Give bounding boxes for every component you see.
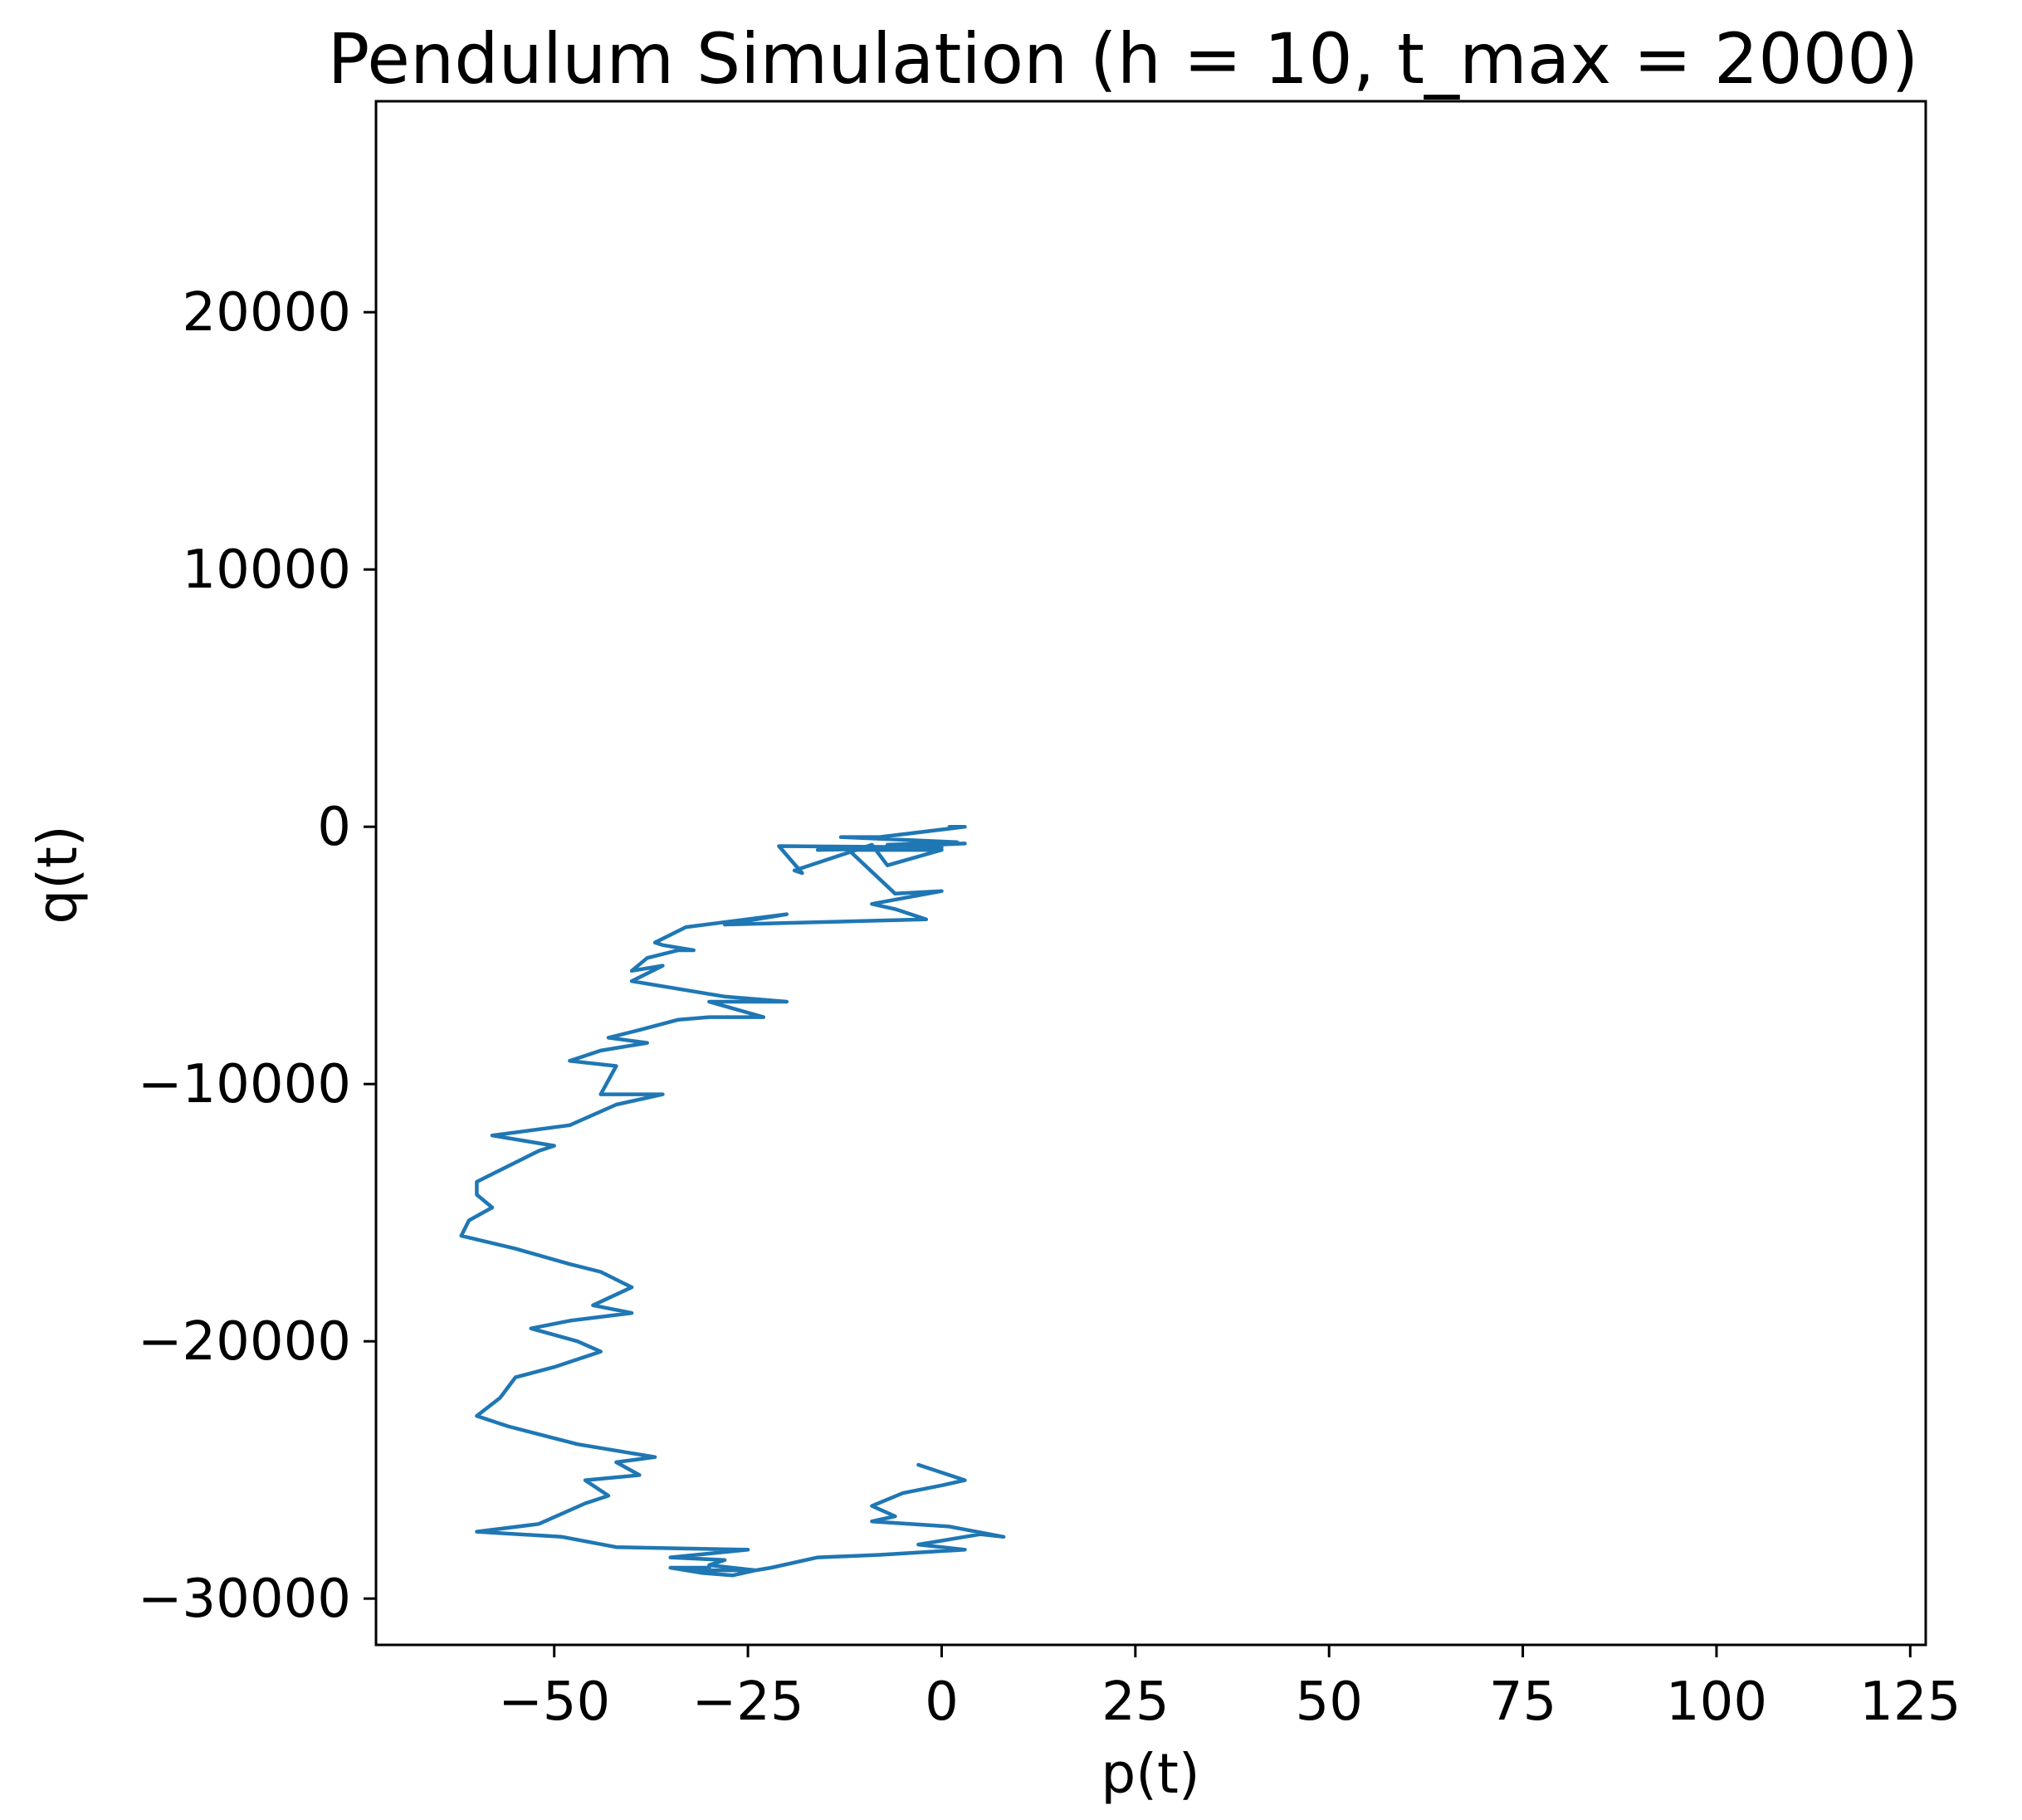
y-tick-label: −10000 [138, 1054, 351, 1115]
x-tick-label: 75 [1489, 1671, 1556, 1733]
y-tick-label: −30000 [138, 1569, 351, 1630]
x-tick-label: 125 [1859, 1671, 1961, 1733]
x-tick-label: −50 [498, 1671, 610, 1733]
y-tick-label: 20000 [182, 282, 351, 344]
x-tick-label: 0 [925, 1671, 959, 1733]
plot-area-frame [374, 100, 1927, 1647]
x-tick-label: −25 [692, 1671, 804, 1733]
y-tick-label: −20000 [138, 1311, 351, 1373]
y-tick-label: 0 [317, 797, 351, 858]
x-axis-label: p(t) [1101, 1742, 1199, 1806]
chart-title: Pendulum Simulation (h = 10, t_max = 200… [328, 18, 1919, 100]
x-tick-label: 25 [1101, 1671, 1169, 1733]
x-tick-label: 100 [1666, 1671, 1767, 1733]
y-tick-label: 10000 [182, 539, 351, 601]
x-tick-label: 50 [1295, 1671, 1362, 1733]
x-axis-ticks: −50 −25 0 25 50 75 100 125 [498, 1645, 1961, 1733]
y-axis-ticks: −30000 −20000 −10000 0 10000 20000 [138, 282, 376, 1630]
y-axis-label: q(t) [26, 825, 90, 924]
trajectory-line [459, 824, 1006, 1578]
